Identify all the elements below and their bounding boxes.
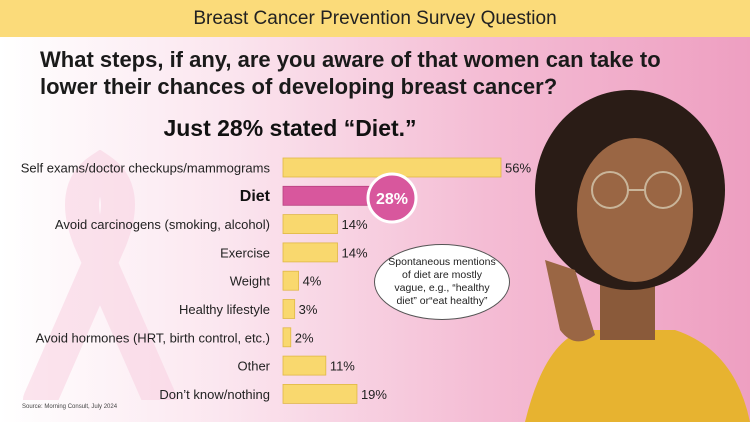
- data-label: 3%: [299, 302, 318, 317]
- category-label: Healthy lifestyle: [179, 302, 270, 317]
- survey-question: What steps, if any, are you aware of tha…: [40, 47, 661, 99]
- bar: [282, 383, 358, 404]
- highlight-badge-circle: [366, 172, 418, 224]
- category-label: Avoid hormones (HRT, birth control, etc.…: [36, 330, 270, 345]
- pink-ribbon-icon: [23, 150, 177, 400]
- highlight-badge: 28%: [366, 172, 418, 224]
- bar-chart: Self exams/doctor checkups/mammograms 56%…: [21, 157, 531, 404]
- category-label: Weight: [230, 274, 271, 289]
- data-label: 14%: [342, 245, 368, 260]
- woman-photo: [525, 90, 750, 422]
- category-label: Don’t know/nothing: [159, 387, 270, 402]
- banner: Breast Cancer Prevention Survey Question: [0, 0, 750, 37]
- data-label: 14%: [342, 217, 368, 232]
- bar: [282, 242, 338, 263]
- source-note: Source: Morning Consult, July 2024: [22, 404, 118, 410]
- category-label: Exercise: [220, 245, 270, 260]
- data-label: 19%: [361, 387, 387, 402]
- category-label: Self exams/doctor checkups/mammograms: [21, 161, 271, 176]
- callout-bubble: Spontaneous mentions of diet are mostly …: [374, 244, 510, 320]
- highlight-badge-label: 28%: [376, 191, 408, 208]
- bar: [282, 327, 292, 348]
- data-label: 4%: [303, 274, 322, 289]
- category-label: Diet: [240, 188, 271, 205]
- data-label: 56%: [505, 161, 531, 176]
- bar: [282, 270, 299, 291]
- bar: [282, 299, 296, 319]
- headline: Just 28% stated “Diet.”: [163, 115, 417, 141]
- data-label: 2%: [295, 330, 314, 345]
- callout-text: Spontaneous mentions of diet are mostly …: [388, 256, 496, 307]
- data-label: 11%: [330, 359, 355, 374]
- bar: [282, 355, 327, 376]
- category-label: Other: [237, 359, 270, 374]
- bar: [282, 214, 338, 234]
- category-label: Avoid carcinogens (smoking, alcohol): [55, 217, 270, 232]
